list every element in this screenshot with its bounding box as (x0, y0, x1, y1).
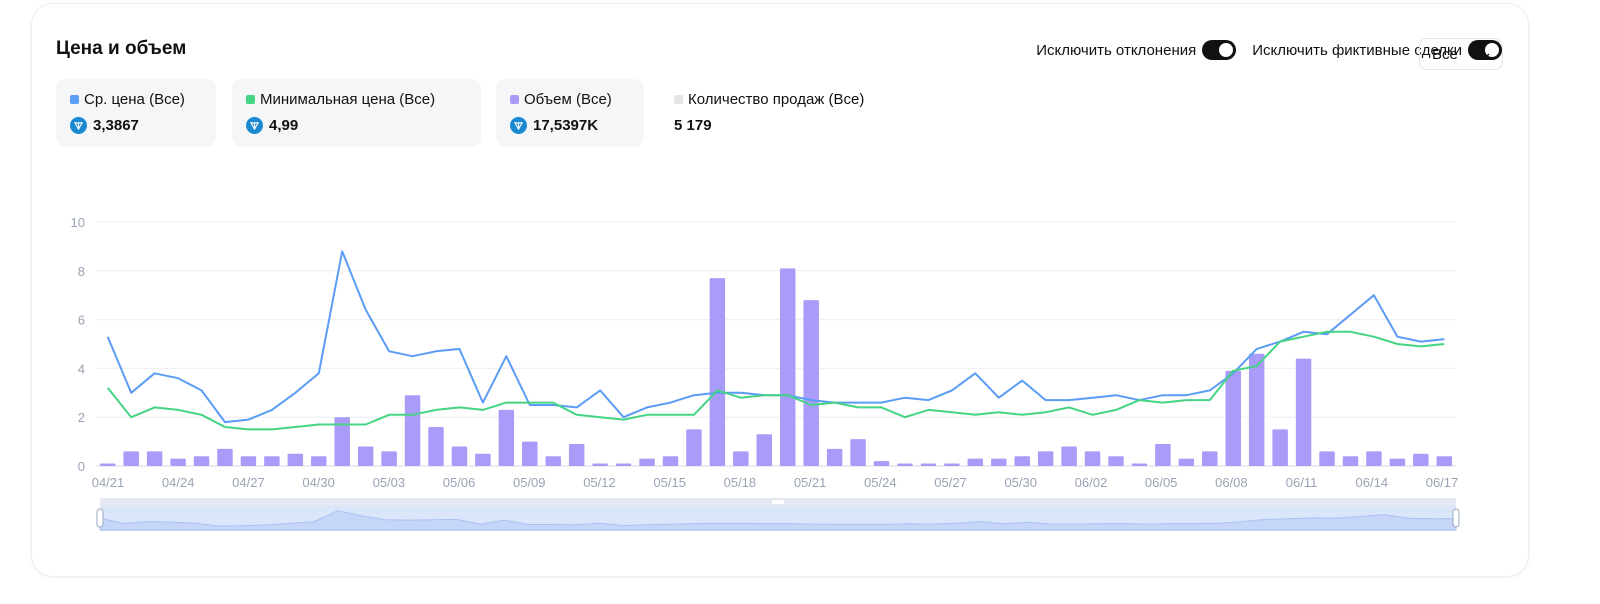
exclude-wash-label: Исключить фиктивные сделки (1252, 41, 1462, 59)
legend-swatch (674, 95, 683, 104)
stat-label: Объем (Все) (524, 91, 612, 108)
stat-value: 17,5397K (533, 117, 599, 134)
stat-sales-count: Количество продаж (Все) 5 179 (660, 79, 920, 147)
legend-swatch (510, 95, 519, 104)
card-title: Цена и объем (56, 38, 187, 59)
exclude-outliers-toggle[interactable] (1202, 40, 1237, 60)
stat-value: 4,99 (269, 117, 299, 134)
period-select[interactable]: Все (1419, 38, 1503, 70)
stat-avg-price: Ср. цена (Все) 3,3867 (56, 79, 216, 147)
ton-icon (70, 117, 87, 134)
chevron-down-icon (1480, 46, 1490, 63)
stat-volume: Объем (Все) 17,5397K (496, 79, 644, 147)
exclude-outliers-control[interactable]: Исключить отклонения (1036, 40, 1237, 60)
toggle-knob (1219, 43, 1234, 57)
stat-label: Ср. цена (Все) (84, 91, 185, 108)
stat-label: Минимальная цена (Все) (260, 91, 436, 108)
stat-label: Количество продаж (Все) (688, 91, 865, 108)
ton-icon (246, 117, 263, 134)
stat-min-price: Минимальная цена (Все) 4,99 (232, 79, 481, 147)
ton-icon (510, 117, 527, 134)
period-select-value: Все (1432, 45, 1458, 63)
legend-swatch (246, 95, 255, 104)
exclude-outliers-label: Исключить отклонения (1036, 41, 1197, 59)
stat-value: 5 179 (674, 117, 712, 134)
stat-value: 3,3867 (93, 117, 139, 134)
legend-swatch (70, 95, 79, 104)
